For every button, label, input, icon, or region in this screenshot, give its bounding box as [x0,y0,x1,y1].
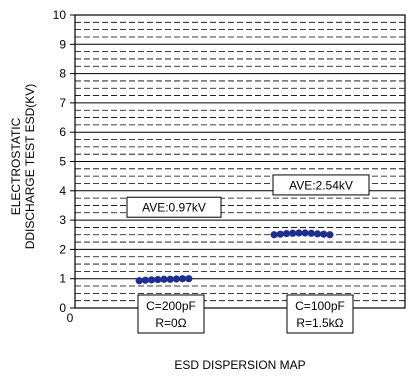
category-label-200pf-line-1: C=200pF [146,299,196,313]
data-point [270,231,278,239]
category-box-100pf [286,294,354,334]
y-tick-label: 0 [59,301,66,315]
data-point [160,275,168,283]
average-label-100pf: AVE:2.54kV [289,178,353,192]
data-point [313,230,322,238]
data-point [185,275,193,283]
average-label-200pf: AVE:0.97kV [142,201,206,215]
y-axis-label-line-1: ELECTROSTATIC [9,117,23,215]
data-point [154,275,162,284]
data-point [135,277,143,285]
y-tick-label: 1 [59,272,66,286]
data-point [172,275,180,283]
average-box-200pf [126,196,222,218]
y-tick-label: 7 [59,96,66,110]
y-tick-label: 10 [53,8,67,22]
data-point [289,229,297,237]
data-point [276,230,284,238]
average-labels: AVE:0.97kV AVE:2.54kV [126,174,370,218]
y-tick-label: 9 [59,37,66,51]
data-point [166,275,174,283]
data-point [295,229,303,237]
category-box-200pf [137,294,205,334]
grid-lines [75,14,405,309]
data-point [282,229,291,238]
category-label-200pf-line-2: R=0Ω [155,316,186,330]
y-tick-label: 8 [59,67,66,81]
y-tick-label: 2 [59,242,66,256]
y-tick-label: 5 [59,155,66,169]
data-point [307,229,315,237]
y-tick-label: 3 [59,213,66,227]
data-point [320,230,328,238]
data-points [135,229,334,285]
y-axis-label-line-2: DDISCHARGE TEST ESD(KV) [23,84,37,250]
category-labels: C=200pF R=0Ω C=100pF R=1.5kΩ [137,294,354,334]
data-point [148,276,156,284]
y-axis-label: ELECTROSTATIC DDISCHARGE TEST ESD(KV) [9,84,37,250]
average-box-100pf [272,174,370,196]
data-point [301,229,309,237]
data-point [179,275,187,283]
chart-title: ESD DISPERSION MAP [174,358,305,372]
stray-tick-label: 0 [67,311,74,325]
category-label-100pf-line-1: C=100pF [295,299,345,313]
category-label-100pf-line-2: R=1.5kΩ [296,316,343,330]
y-axis-ticks: 0 1 2 3 4 5 6 7 8 9 10 [53,8,75,315]
data-point [141,276,149,284]
y-tick-label: 4 [59,184,66,198]
y-tick-label: 6 [59,125,66,139]
data-point [326,231,334,239]
